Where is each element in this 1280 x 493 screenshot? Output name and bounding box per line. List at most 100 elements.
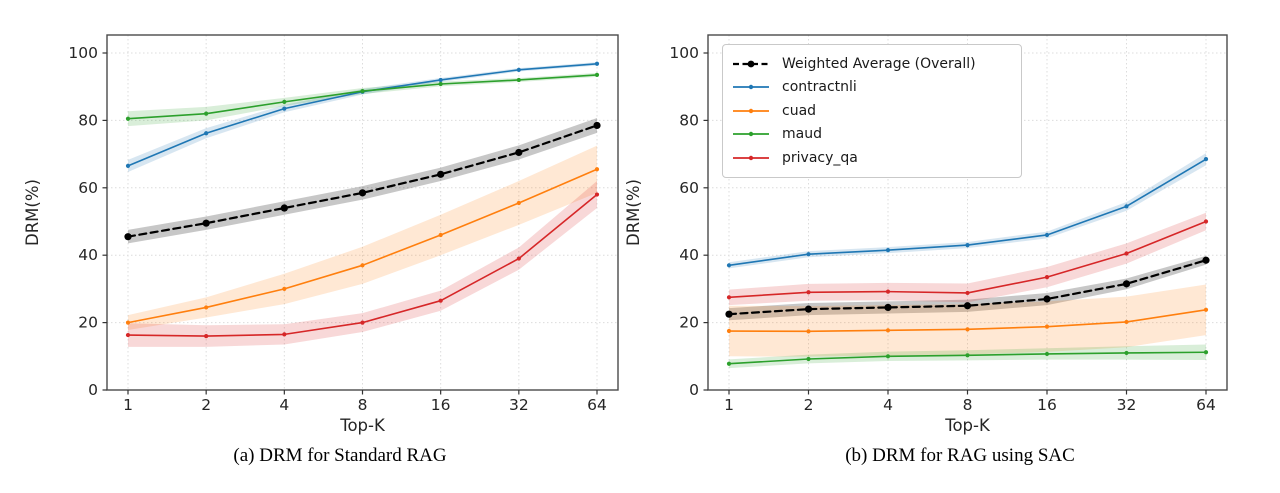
series-marker-weighted — [280, 204, 288, 212]
legend-item-contractnli: contractnli — [732, 76, 1011, 100]
series-marker-privacy_qa — [726, 295, 732, 300]
series-marker-cuad — [806, 329, 811, 334]
series-marker-contractnli — [885, 248, 891, 253]
series-marker-maud — [360, 88, 365, 94]
y-tick-label: 40 — [78, 246, 98, 264]
series-marker-cuad — [125, 320, 131, 325]
legend-item-privacy_qa: privacy_qa — [732, 146, 1011, 170]
series-marker-maud — [204, 111, 209, 116]
y-axis-label: DRM(%) — [624, 179, 643, 246]
series-marker-cuad — [1044, 324, 1050, 329]
series-band-cuad — [128, 145, 597, 331]
series-marker-contractnli — [516, 67, 521, 72]
x-tick-label: 16 — [431, 396, 451, 414]
legend-item-maud: maud — [732, 123, 1011, 147]
series-marker-cuad — [516, 200, 521, 206]
series-marker-cuad — [438, 232, 443, 238]
series-marker-contractnli — [726, 263, 732, 268]
legend-item-weighted: Weighted Average (Overall) — [732, 52, 1011, 76]
x-tick-label: 16 — [1037, 396, 1057, 414]
series-marker-maud — [885, 354, 891, 359]
legend-sample-line-cuad — [733, 108, 769, 113]
y-tick-label: 60 — [679, 179, 699, 197]
series-marker-contractnli — [282, 106, 287, 111]
y-tick-label: 100 — [669, 44, 699, 62]
x-tick-label: 8 — [358, 396, 368, 414]
x-tick-label: 64 — [587, 396, 607, 414]
series-marker-cuad — [360, 263, 365, 268]
series-marker-weighted — [437, 170, 445, 178]
series-marker-contractnli — [965, 242, 970, 248]
x-tick-label: 2 — [201, 396, 211, 414]
series-marker-cuad — [204, 305, 209, 310]
x-tick-label: 32 — [509, 396, 529, 414]
series-marker-maud — [726, 361, 732, 366]
series-marker-privacy_qa — [594, 192, 600, 197]
series-marker-privacy_qa — [806, 290, 811, 295]
series-marker-weighted — [725, 310, 733, 318]
series-marker-maud — [1124, 350, 1129, 356]
series-marker-weighted — [124, 233, 132, 241]
series-marker-privacy_qa — [125, 332, 131, 338]
series-marker-maud — [965, 353, 970, 358]
legend-box: Weighted Average (Overall) contractnli cua… — [722, 44, 1022, 178]
y-tick-label: 60 — [78, 179, 98, 197]
series-marker-cuad — [885, 328, 891, 333]
legend-sample-line-privacy_qa — [733, 155, 769, 160]
x-tick-label: 64 — [1196, 396, 1216, 414]
series-marker-weighted — [963, 302, 972, 310]
caption-a: (a) DRM for Standard RAG — [233, 445, 447, 466]
y-tick-label: 40 — [679, 246, 699, 264]
legend-label: contractnli — [782, 79, 857, 96]
series-marker-weighted — [804, 305, 813, 313]
series-marker-privacy_qa — [438, 298, 443, 303]
legend-label: cuad — [782, 102, 817, 119]
x-tick-label: 1 — [123, 396, 133, 414]
series-marker-privacy_qa — [1124, 251, 1129, 256]
series-marker-maud — [125, 116, 131, 121]
series-marker-maud — [438, 81, 443, 87]
series-marker-contractnli — [125, 163, 131, 168]
series-marker-maud — [806, 356, 811, 362]
x-tick-label: 4 — [279, 396, 289, 414]
series-marker-contractnli — [1203, 157, 1209, 162]
legend-label: Weighted Average (Overall) — [782, 55, 976, 72]
x-tick-label: 1 — [724, 396, 734, 414]
series-marker-cuad — [965, 327, 970, 332]
series-marker-contractnli — [1124, 204, 1129, 209]
series-marker-privacy_qa — [885, 289, 891, 294]
series-marker-weighted — [358, 189, 367, 197]
series-marker-maud — [516, 77, 521, 83]
series-marker-contractnli — [438, 77, 443, 83]
legend-item-cuad: cuad — [732, 99, 1011, 123]
series-marker-weighted — [593, 121, 601, 130]
x-tick-label: 4 — [883, 396, 893, 414]
series-marker-cuad — [1124, 319, 1129, 325]
series-band-weighted — [128, 118, 597, 244]
y-tick-label: 20 — [78, 314, 98, 332]
y-tick-label: 100 — [68, 44, 98, 62]
series-marker-privacy_qa — [204, 333, 209, 339]
series-marker-weighted — [202, 219, 210, 227]
series-marker-contractnli — [204, 131, 209, 136]
series-marker-maud — [594, 72, 600, 78]
series-marker-privacy_qa — [1203, 219, 1209, 224]
series-marker-privacy_qa — [965, 290, 970, 296]
series-band-privacy_qa — [128, 181, 597, 347]
legend-sample-line-maud — [733, 132, 769, 137]
series-marker-maud — [1044, 351, 1050, 357]
series-marker-privacy_qa — [1044, 275, 1050, 280]
series-marker-privacy_qa — [360, 320, 365, 325]
legend-label: maud — [782, 126, 822, 143]
y-tick-label: 0 — [88, 381, 98, 399]
series-band-maud — [128, 72, 597, 127]
series-marker-cuad — [1203, 307, 1209, 312]
series-marker-cuad — [282, 286, 287, 291]
dual-line-chart: 1 2 4 8 16 32 64 0 20 40 60 80 100 Top-K DRM(%) 1 2 4 8 16 3… — [23, 34, 1228, 435]
y-tick-label: 80 — [78, 111, 98, 129]
series-band-weighted — [729, 255, 1206, 321]
x-tick-label: 32 — [1117, 396, 1137, 414]
legend-sample-line-contractnli — [733, 85, 769, 90]
series-marker-weighted — [1122, 280, 1131, 288]
